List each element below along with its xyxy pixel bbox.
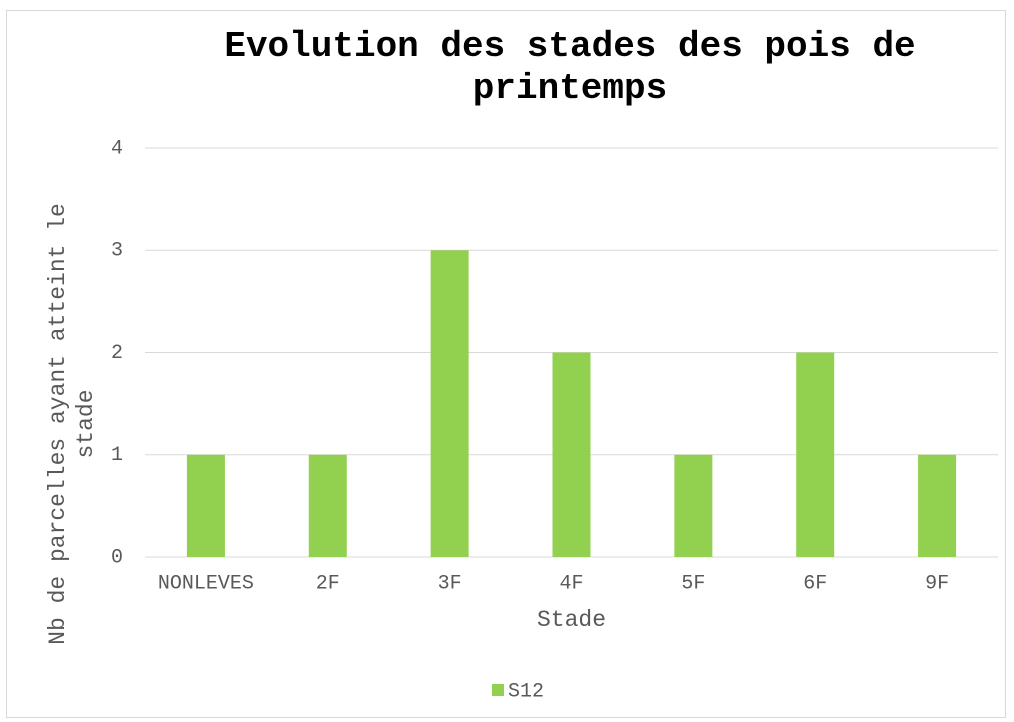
x-tick-label: NONLEVES bbox=[158, 572, 254, 595]
bar bbox=[918, 454, 957, 557]
y-tick-label: 3 bbox=[111, 240, 123, 263]
legend-swatch bbox=[492, 684, 504, 696]
legend-label: S12 bbox=[508, 680, 544, 703]
bar bbox=[430, 250, 469, 557]
y-tick-label: 2 bbox=[111, 342, 123, 365]
bar bbox=[552, 352, 591, 557]
bar bbox=[796, 352, 835, 557]
y-tick-label: 0 bbox=[111, 546, 123, 569]
x-tick-label: 5F bbox=[681, 572, 705, 595]
x-tick-label: 6F bbox=[803, 572, 827, 595]
x-tick-label: 9F bbox=[925, 572, 949, 595]
x-tick-label: 3F bbox=[438, 572, 462, 595]
bar bbox=[674, 454, 713, 557]
y-tick-label: 4 bbox=[111, 137, 123, 160]
bar bbox=[308, 454, 347, 557]
bar bbox=[186, 454, 225, 557]
y-tick-label: 1 bbox=[111, 444, 123, 467]
x-tick-label: 4F bbox=[559, 572, 583, 595]
x-tick-label: 2F bbox=[316, 572, 340, 595]
chart-frame bbox=[6, 10, 1006, 718]
chart-title: Evolution des stades des pois de printem… bbox=[224, 26, 916, 109]
x-axis-label: Stade bbox=[537, 607, 606, 633]
